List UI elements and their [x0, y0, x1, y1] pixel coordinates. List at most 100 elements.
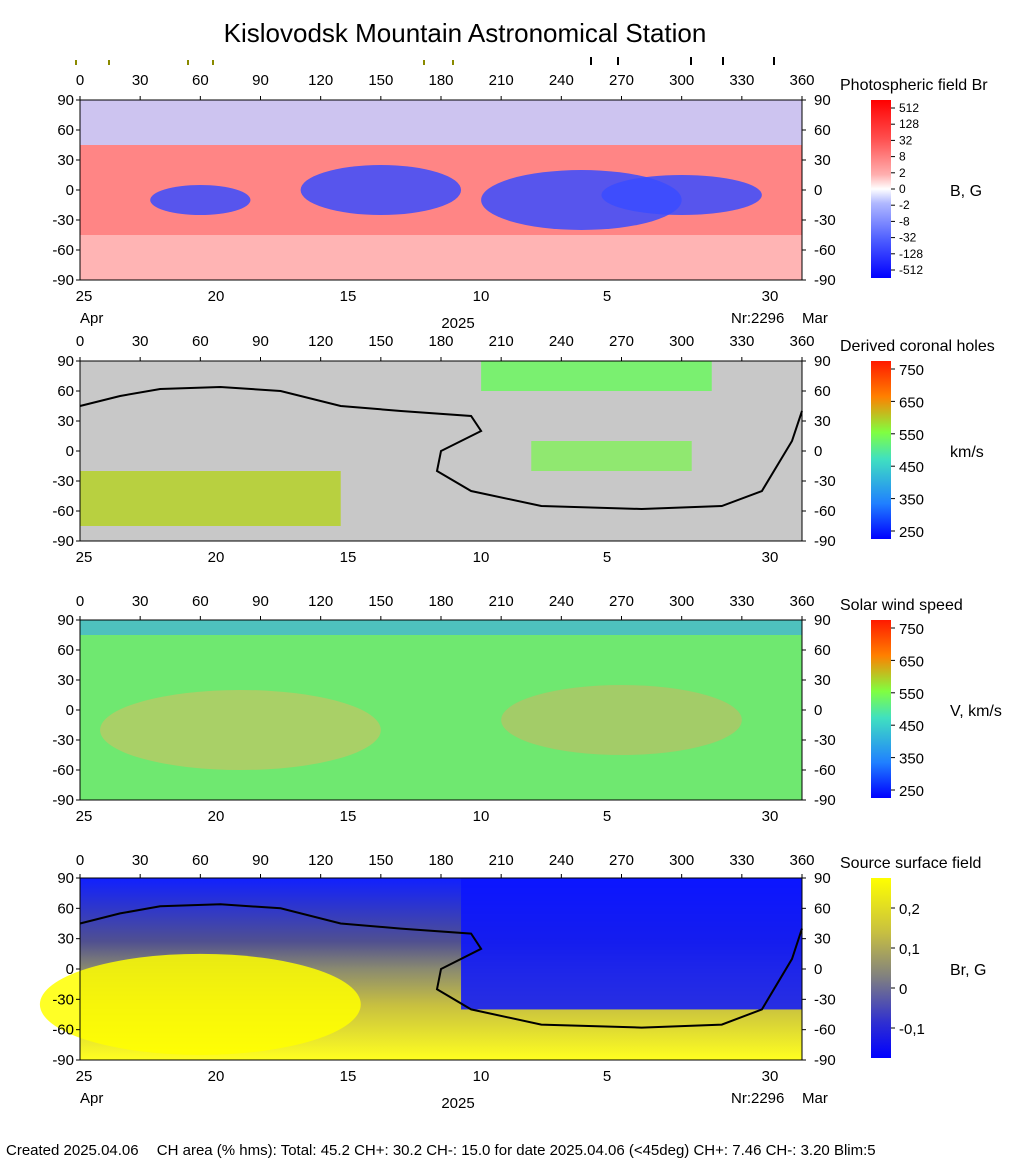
latitude-tick-label: 30 — [814, 152, 831, 169]
longitude-tick-label: 150 — [368, 852, 393, 869]
coronal-hole-positive — [80, 471, 341, 526]
colorbar-tick-label: -512 — [899, 263, 923, 277]
latitude-tick-label: 0 — [814, 182, 822, 199]
longitude-tick-label: 210 — [489, 333, 514, 350]
latitude-tick-label: -30 — [52, 212, 74, 229]
longitude-tick-label: 60 — [192, 852, 209, 869]
colorbar-tick-label: 8 — [899, 150, 906, 164]
longitude-tick-label: 0 — [76, 72, 84, 89]
date-tick-label: 25 — [76, 288, 93, 305]
longitude-tick-label: 300 — [669, 333, 694, 350]
longitude-tick-label: 180 — [428, 593, 453, 610]
longitude-tick-label: 150 — [368, 333, 393, 350]
latitude-tick-label: 60 — [57, 383, 74, 400]
longitude-tick-label: 120 — [308, 72, 333, 89]
colorbar-tick-label: 250 — [899, 524, 924, 541]
latitude-tick-label: -30 — [814, 473, 836, 490]
date-tick-label: 15 — [340, 288, 357, 305]
latitude-tick-label: 60 — [814, 122, 831, 139]
observation-marker — [590, 57, 592, 65]
longitude-tick-label: 270 — [609, 72, 634, 89]
latitude-tick-label: 30 — [57, 413, 74, 430]
latitude-tick-label: 90 — [57, 612, 74, 629]
created-date: Created 2025.04.06 — [6, 1142, 139, 1159]
date-tick-label: 20 — [208, 549, 225, 566]
fast-wind-region — [501, 685, 742, 755]
date-tick-label: 10 — [473, 288, 490, 305]
latitude-tick-label: 30 — [814, 413, 831, 430]
observation-marker — [75, 60, 77, 65]
latitude-tick-label: 90 — [57, 870, 74, 887]
longitude-tick-label: 150 — [368, 72, 393, 89]
rotation-number: Nr:2296 — [731, 1090, 784, 1107]
colorbar-title: Source surface field — [840, 855, 981, 872]
longitude-tick-label: 120 — [308, 852, 333, 869]
longitude-tick-label: 300 — [669, 852, 694, 869]
latitude-tick-label: -60 — [52, 503, 74, 520]
latitude-tick-label: 60 — [814, 642, 831, 659]
date-tick-label: 25 — [76, 549, 93, 566]
longitude-tick-label: 0 — [76, 593, 84, 610]
longitude-tick-label: 120 — [308, 593, 333, 610]
longitude-tick-label: 360 — [789, 333, 814, 350]
longitude-tick-label: 330 — [729, 333, 754, 350]
latitude-tick-label: -90 — [814, 533, 836, 550]
latitude-tick-label: 90 — [814, 92, 831, 109]
colorbar-tick-label: -128 — [899, 247, 923, 261]
colorbar-tick-label: 512 — [899, 101, 919, 115]
longitude-tick-label: 210 — [489, 593, 514, 610]
latitude-tick-label: -30 — [52, 732, 74, 749]
latitude-tick-label: -60 — [814, 242, 836, 259]
latitude-tick-label: -60 — [814, 762, 836, 779]
longitude-tick-label: 30 — [132, 593, 149, 610]
colorbar-unit-label: km/s — [950, 444, 984, 461]
longitude-tick-label: 180 — [428, 72, 453, 89]
longitude-tick-label: 270 — [609, 333, 634, 350]
observation-marker — [690, 57, 692, 65]
latitude-tick-label: 60 — [57, 900, 74, 917]
longitude-tick-label: 30 — [132, 72, 149, 89]
longitude-tick-label: 180 — [428, 333, 453, 350]
longitude-tick-label: 60 — [192, 333, 209, 350]
date-tick-label: 30 — [762, 1068, 779, 1085]
month-label: Apr — [80, 1090, 103, 1107]
latitude-tick-label: -90 — [814, 792, 836, 809]
latitude-tick-label: -30 — [52, 991, 74, 1008]
colorbar-tick-label: 0 — [899, 182, 906, 196]
latitude-tick-label: 90 — [57, 353, 74, 370]
latitude-tick-label: 60 — [57, 122, 74, 139]
longitude-tick-label: 210 — [489, 852, 514, 869]
positive-polarity-peak — [39, 953, 361, 1055]
coronal-hole-negative — [481, 361, 712, 391]
longitude-tick-label: 120 — [308, 333, 333, 350]
latitude-tick-label: 60 — [814, 900, 831, 917]
date-tick-label: 20 — [208, 1068, 225, 1085]
longitude-tick-label: 300 — [669, 72, 694, 89]
latitude-tick-label: -90 — [814, 272, 836, 289]
colorbar-tick-label: 750 — [899, 362, 924, 379]
date-tick-label: 10 — [473, 1068, 490, 1085]
colorbar-tick-label: 550 — [899, 427, 924, 444]
colorbar — [871, 361, 891, 539]
negative-polarity-region — [461, 878, 802, 1010]
colorbar — [871, 100, 891, 278]
colorbar-tick-label: 750 — [899, 621, 924, 638]
latitude-tick-label: 90 — [814, 612, 831, 629]
latitude-tick-label: 60 — [814, 383, 831, 400]
footer-stats: Created 2025.04.06 CH area (% hms): Tota… — [6, 1142, 890, 1159]
colorbar-tick-label: -8 — [899, 214, 910, 228]
latitude-tick-label: 0 — [814, 443, 822, 460]
longitude-tick-label: 60 — [192, 593, 209, 610]
observation-marker — [617, 57, 619, 65]
rotation-number: Nr:2296 — [731, 310, 784, 327]
date-tick-label: 5 — [603, 288, 611, 305]
fast-wind-region — [100, 690, 381, 770]
observation-marker — [187, 60, 189, 65]
colorbar-tick-label: 128 — [899, 117, 919, 131]
latitude-tick-label: -60 — [52, 242, 74, 259]
longitude-tick-label: 0 — [76, 852, 84, 869]
